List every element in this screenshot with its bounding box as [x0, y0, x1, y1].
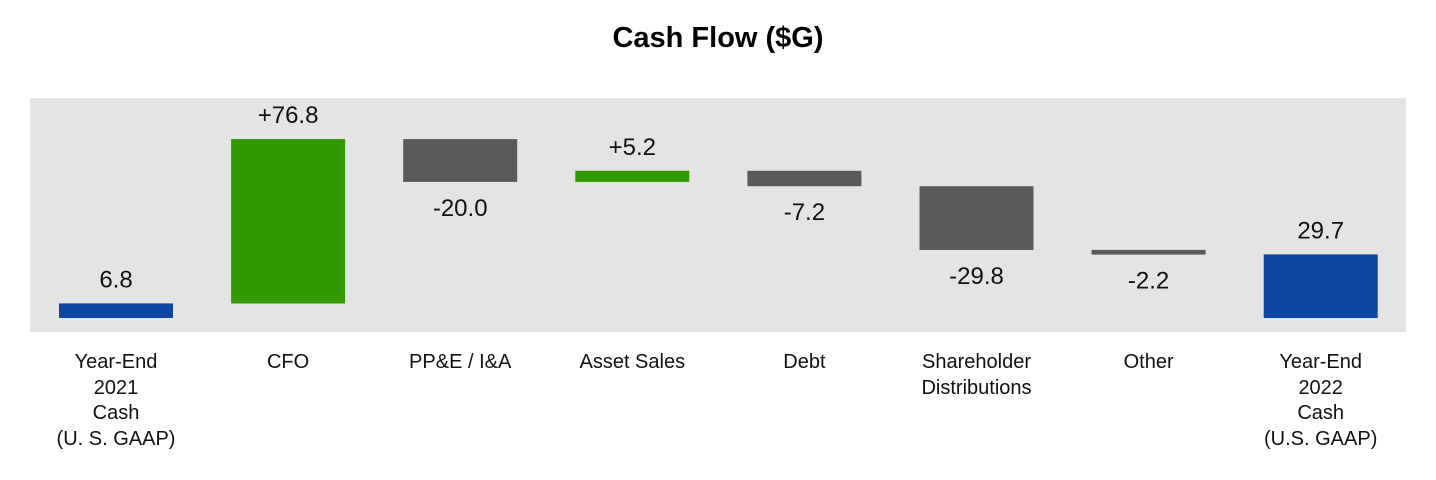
chart-title: Cash Flow ($G) [612, 22, 824, 54]
data-label-4: -7.2 [784, 199, 825, 226]
bar-2 [403, 139, 518, 182]
data-label-5: -29.8 [949, 263, 1004, 290]
data-label-3: +5.2 [609, 134, 656, 161]
category-label-7: Year-End 2022 Cash (U.S. GAAP) [1264, 351, 1378, 450]
bar-5 [919, 186, 1034, 250]
category-label-2: PP&E / I&A [409, 351, 512, 373]
category-label-1: CFO [266, 351, 310, 373]
bar-4 [747, 170, 862, 187]
data-label-2: -20.0 [433, 195, 488, 222]
data-label-0: 6.8 [99, 266, 132, 293]
bar-1 [231, 139, 346, 304]
category-label-3: Asset Sales [579, 351, 686, 373]
data-label-6: -2.2 [1128, 268, 1169, 295]
bar-0 [59, 303, 173, 318]
category-label-0: Year-End 2021 Cash (U. S. GAAP) [56, 351, 176, 450]
category-label-5: Shareholder Distributions [921, 351, 1032, 399]
category-label-6: Other [1123, 351, 1174, 373]
category-label-4: Debt [783, 351, 826, 373]
bar-7 [1263, 254, 1378, 318]
bar-6 [1091, 249, 1206, 255]
data-label-1: +76.8 [258, 102, 319, 129]
data-label-7: 29.7 [1297, 217, 1344, 244]
bar-3 [575, 170, 690, 182]
